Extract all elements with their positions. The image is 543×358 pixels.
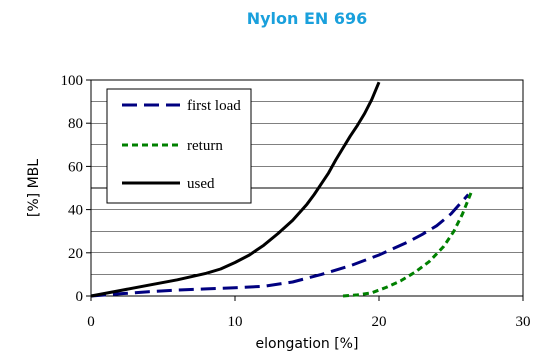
y-axis-ticks: 0 20 40 60 80 100 bbox=[61, 73, 92, 305]
y-tick-label: 80 bbox=[68, 116, 83, 132]
y-tick-label: 60 bbox=[68, 159, 83, 175]
x-tick-label: 10 bbox=[228, 314, 243, 330]
x-tick-label: 30 bbox=[516, 314, 531, 330]
x-axis-label: elongation [%] bbox=[256, 336, 359, 352]
legend-label-return: return bbox=[187, 138, 223, 154]
x-tick-label: 0 bbox=[87, 314, 95, 330]
legend-label-first-load: first load bbox=[187, 98, 241, 114]
x-axis-ticks: 0 10 20 30 bbox=[87, 296, 530, 330]
y-tick-label: 0 bbox=[76, 289, 84, 305]
chart-title: Nylon EN 696 bbox=[247, 9, 368, 28]
y-tick-label: 40 bbox=[68, 203, 83, 219]
y-axis-label: [%] MBL bbox=[26, 159, 42, 217]
legend-label-used: used bbox=[187, 176, 215, 192]
y-tick-label: 20 bbox=[68, 246, 83, 262]
x-tick-label: 20 bbox=[372, 314, 387, 330]
legend: first load return used bbox=[107, 89, 251, 203]
y-tick-label: 100 bbox=[61, 73, 84, 89]
